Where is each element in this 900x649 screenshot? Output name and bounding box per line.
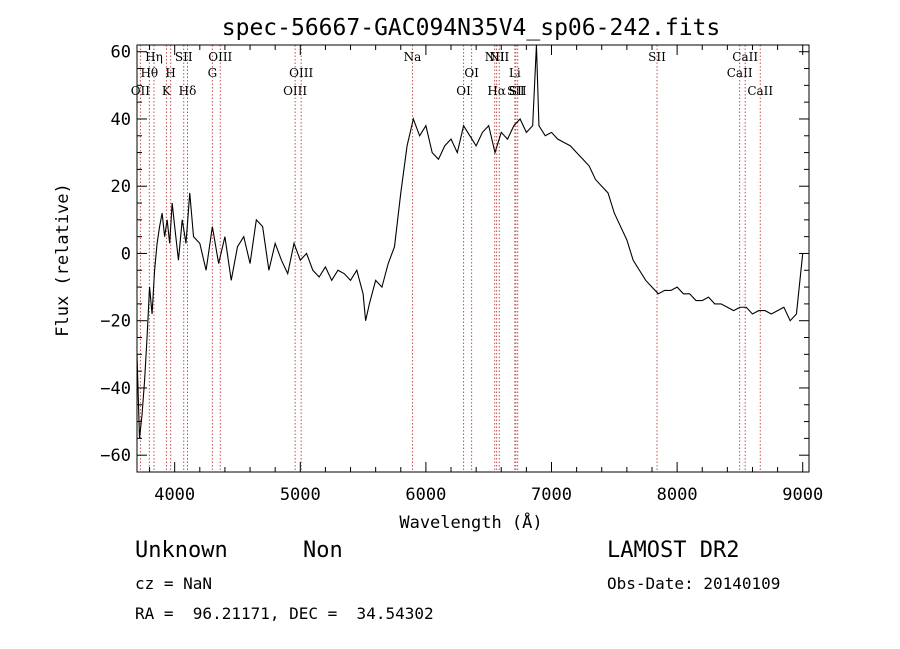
line-marker-label-17: Li [509, 66, 521, 80]
obs-date-text: Obs-Date: 20140109 [607, 574, 781, 593]
y-tick-label-2: −20 [100, 312, 131, 332]
x-tick-label-3: 7000 [531, 485, 572, 505]
line-marker-label-12: OI [456, 84, 471, 98]
line-marker-label-6: Hδ [179, 84, 197, 98]
line-marker-label-1: Hθ [140, 66, 158, 80]
line-marker-label-18: SII [507, 84, 525, 98]
line-marker-label-14: NII [485, 50, 505, 64]
emission-line-markers: OIIHθHηKHSIIHδGOIIIOIIIOIIINaOIOINIIHαNI… [131, 45, 773, 472]
line-marker-label-20: SII [648, 50, 666, 64]
x-tick-label-4: 8000 [657, 485, 698, 505]
line-marker-label-21: CaII [727, 66, 753, 80]
x-axis-label: Wavelength (Å) [399, 511, 542, 533]
coordinates-text: RA = 96.21171, DEC = 34.54302 [135, 604, 434, 623]
y-tick-label-0: −60 [100, 446, 131, 466]
line-marker-label-5: SII [175, 50, 193, 64]
y-axis-label: Flux (relative) [53, 183, 73, 337]
line-marker-label-15: Hα [487, 84, 506, 98]
x-tick-label-0: 4000 [154, 485, 195, 505]
line-marker-label-8: OIII [208, 50, 232, 64]
line-marker-label-16: NII [489, 50, 509, 64]
line-marker-label-13: OI [464, 66, 479, 80]
y-tick-label-6: 60 [111, 43, 131, 63]
line-marker-label-4: H [165, 66, 175, 80]
subclass-label: Non [303, 538, 343, 563]
redshift-text: cz = NaN [135, 574, 213, 593]
survey-label: LAMOST DR2 [607, 538, 740, 563]
spectrum-line-0 [136, 44, 804, 439]
x-tick-label-5: 9000 [782, 485, 823, 505]
x-tick-label-2: 6000 [405, 485, 446, 505]
y-tick-label-1: −40 [100, 379, 131, 399]
y-tick-label-4: 20 [111, 177, 131, 197]
line-marker-label-22: CaII [732, 50, 758, 64]
plot-frame [136, 44, 810, 473]
line-marker-label-7: G [208, 66, 218, 80]
y-tick-label-5: 40 [111, 110, 131, 130]
line-marker-label-10: OIII [289, 66, 313, 80]
chart-title: spec-56667-GAC094N35V4_sp06-242.fits [222, 15, 721, 41]
class-label: Unknown [135, 538, 228, 563]
line-marker-label-9: OIII [283, 84, 307, 98]
spectrum-series [136, 44, 804, 439]
line-marker-label-0: OII [131, 84, 151, 98]
line-marker-label-23: CaII [747, 84, 773, 98]
x-tick-label-1: 5000 [280, 485, 321, 505]
y-tick-label-3: 0 [121, 244, 131, 264]
line-marker-label-11: Na [404, 50, 422, 64]
line-marker-label-2: Hη [145, 50, 163, 64]
axis-ticks: 4000 5000 6000 7000 8000 9000 −60 −40 −20 0 20 40 60 [100, 43, 823, 505]
line-marker-label-3: K [162, 84, 172, 98]
line-marker-label-19: SII [509, 84, 527, 98]
